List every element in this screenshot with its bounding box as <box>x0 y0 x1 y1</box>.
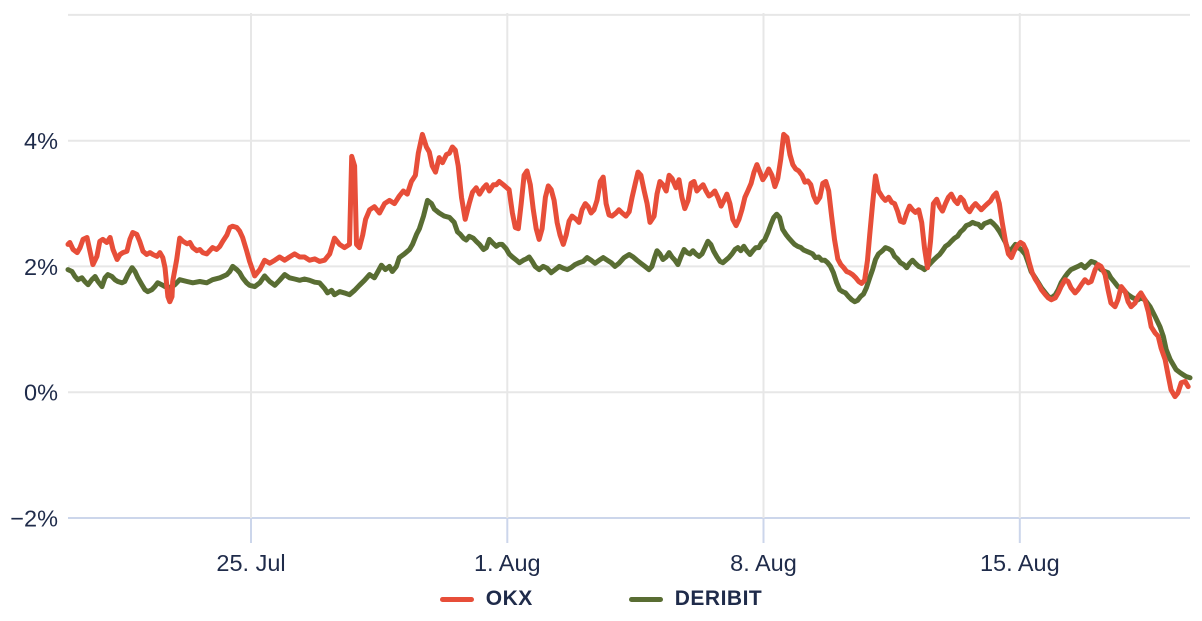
plot-area: −2% 0% 2% 4% 25. Jul 1. Aug 8. Aug 15. Aug <box>10 13 1193 576</box>
legend-item-okx[interactable]: OKX <box>439 587 533 611</box>
y-axis-tick-label: 2% <box>24 254 58 280</box>
y-axis-tick-label: 4% <box>24 128 58 154</box>
deribit-legend-swatch-icon <box>628 596 663 602</box>
x-axis-tick-label: 25. Jul <box>216 550 285 576</box>
x-axis-tick-label: 8. Aug <box>730 550 797 576</box>
y-axis-tick-label: 0% <box>24 380 58 406</box>
okx-series-line[interactable] <box>65 131 1191 400</box>
okx-legend-label: OKX <box>485 587 533 610</box>
legend-item-deribit[interactable]: DERIBIT <box>628 587 763 611</box>
y-axis-tick-label: −2% <box>10 506 58 532</box>
okx-legend-swatch-icon <box>439 596 474 602</box>
x-axis-tick-label: 1. Aug <box>474 550 541 576</box>
legend: OKX DERIBIT <box>0 587 1202 611</box>
deribit-legend-label: DERIBIT <box>674 587 763 610</box>
x-axis-tick-label: 15. Aug <box>980 550 1060 576</box>
